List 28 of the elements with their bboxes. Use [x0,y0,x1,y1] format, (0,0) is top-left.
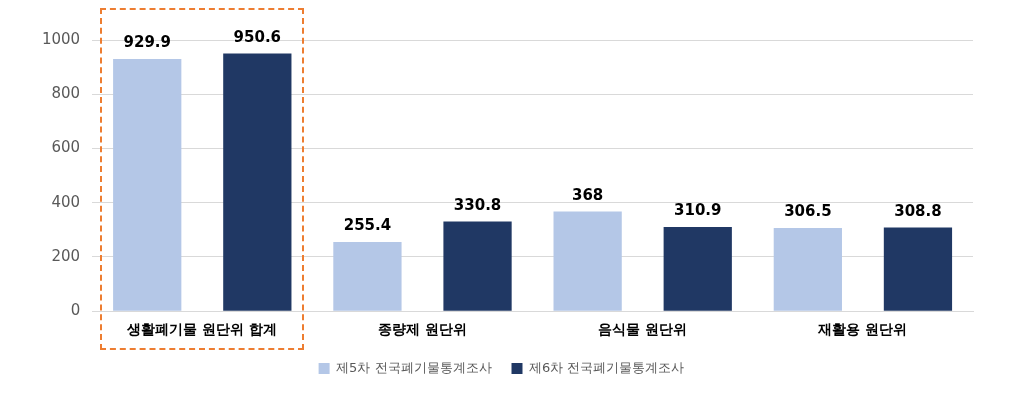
data-label: 950.6 [233,27,282,46]
y-tick-label: 1000 [41,29,81,48]
y-tick-label: 200 [51,246,81,265]
data-label: 368 [571,185,604,204]
y-tick-label: 800 [51,84,81,103]
legend-label: 제5차 전국폐기물통계조사 [336,359,492,375]
bar [333,241,402,311]
bar [113,59,182,311]
bar [223,53,292,311]
data-label: 330.8 [453,195,502,214]
data-label: 310.9 [674,201,722,220]
x-tick-label: 재활용 원단위 [817,321,908,338]
y-tick-label: 0 [70,301,81,320]
data-label: 255.4 [343,216,392,235]
y-tick-label: 400 [51,192,81,211]
data-label: 308.8 [894,201,942,220]
x-tick-label: 생활폐기물 원단위 합계 [126,321,278,338]
data-label: 306.5 [784,202,832,221]
bar [773,228,842,311]
bar [883,227,953,311]
bar [443,221,512,311]
data-label: 929.9 [123,33,171,52]
bar [553,211,622,311]
y-tick-label: 600 [51,138,81,157]
bar [663,226,732,311]
x-tick-label: 종량제 원단위 [378,321,467,338]
x-tick-label: 음식물 원단위 [598,321,688,338]
legend-label: 제6차 전국폐기물통계조사 [529,359,685,375]
